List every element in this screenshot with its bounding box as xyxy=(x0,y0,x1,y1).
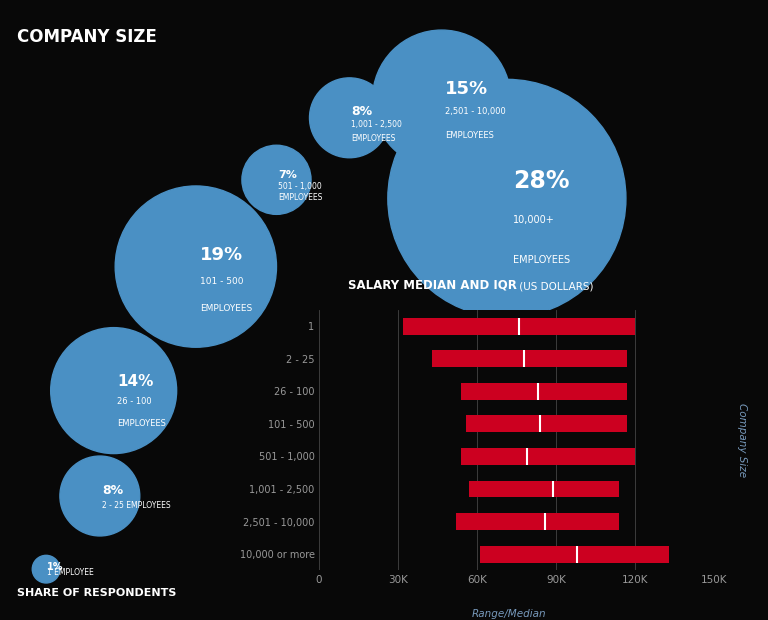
Ellipse shape xyxy=(115,186,276,347)
Text: EMPLOYEES: EMPLOYEES xyxy=(278,193,323,202)
Text: 8%: 8% xyxy=(102,484,123,497)
Text: SHARE OF RESPONDENTS: SHARE OF RESPONDENTS xyxy=(17,588,177,598)
Text: 15%: 15% xyxy=(445,80,488,98)
Text: 1 EMPLOYEE: 1 EMPLOYEE xyxy=(47,568,94,577)
Ellipse shape xyxy=(60,456,140,536)
Bar xyxy=(461,448,635,465)
Ellipse shape xyxy=(32,556,60,583)
Text: 7%: 7% xyxy=(278,170,297,180)
Bar xyxy=(403,318,635,335)
Text: EMPLOYEES: EMPLOYEES xyxy=(352,134,396,143)
Bar xyxy=(461,383,627,400)
Text: 19%: 19% xyxy=(200,246,243,264)
Text: 101 - 500: 101 - 500 xyxy=(200,277,243,286)
Text: 2 - 25 EMPLOYEES: 2 - 25 EMPLOYEES xyxy=(102,502,170,510)
Text: 28%: 28% xyxy=(513,169,569,193)
Text: 10,000+: 10,000+ xyxy=(513,215,554,225)
Text: SALARY MEDIAN AND IQR: SALARY MEDIAN AND IQR xyxy=(348,279,516,292)
Text: (US DOLLARS): (US DOLLARS) xyxy=(516,281,594,292)
Text: 2,501 - 10,000: 2,501 - 10,000 xyxy=(445,107,506,116)
Text: EMPLOYEES: EMPLOYEES xyxy=(117,419,166,428)
Bar xyxy=(466,415,627,432)
Text: 1%: 1% xyxy=(47,562,63,572)
Text: Range/Median: Range/Median xyxy=(472,609,546,619)
Text: EMPLOYEES: EMPLOYEES xyxy=(445,131,494,140)
Ellipse shape xyxy=(310,78,389,157)
Text: 26 - 100: 26 - 100 xyxy=(117,397,151,407)
Ellipse shape xyxy=(388,79,626,317)
Text: COMPANY SIZE: COMPANY SIZE xyxy=(17,28,157,46)
Bar xyxy=(469,480,619,497)
Ellipse shape xyxy=(51,327,177,454)
Text: EMPLOYEES: EMPLOYEES xyxy=(200,304,252,313)
Text: 501 - 1,000: 501 - 1,000 xyxy=(278,182,322,190)
Text: 14%: 14% xyxy=(117,374,153,389)
Ellipse shape xyxy=(372,30,511,168)
Text: Company Size: Company Size xyxy=(737,403,747,477)
Bar xyxy=(479,546,670,562)
Ellipse shape xyxy=(242,145,311,215)
Text: 8%: 8% xyxy=(352,105,372,118)
Bar xyxy=(456,513,619,530)
Bar xyxy=(432,350,627,367)
Text: EMPLOYEES: EMPLOYEES xyxy=(513,255,570,265)
Text: 1,001 - 2,500: 1,001 - 2,500 xyxy=(352,120,402,130)
